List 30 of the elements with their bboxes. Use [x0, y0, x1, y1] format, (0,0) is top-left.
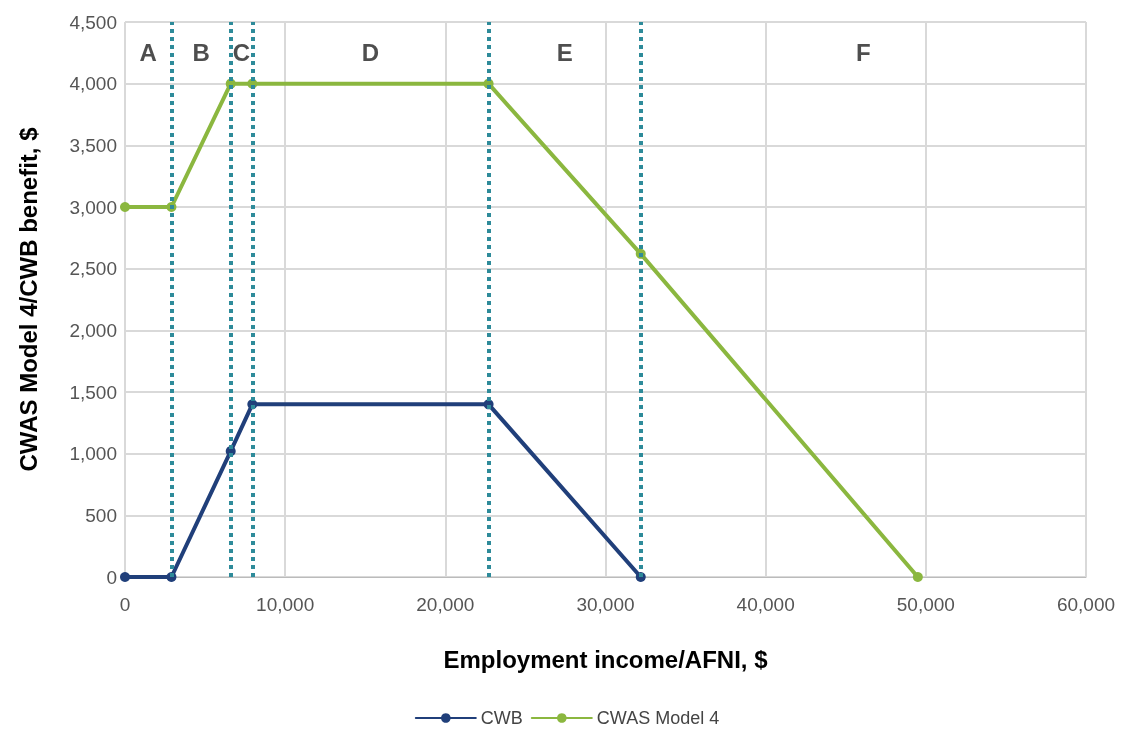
x-tick-label: 30,000 — [576, 594, 635, 615]
point — [120, 572, 130, 582]
x-tick-label: 40,000 — [736, 594, 795, 615]
x-tick-label: 20,000 — [416, 594, 475, 615]
y-tick-label: 3,500 — [69, 134, 117, 156]
annotation: E — [556, 39, 573, 67]
point — [912, 572, 923, 582]
y-tick-label: 2,500 — [69, 258, 117, 280]
y-tick-label: 1,500 — [69, 381, 117, 403]
y-tick-label: 2,000 — [69, 319, 117, 341]
x-tick-label: 0 — [119, 594, 131, 615]
annotation: D — [361, 39, 380, 67]
x-tick-label: 60,000 — [1056, 594, 1116, 615]
y-tick-label: 4,500 — [69, 11, 117, 33]
y-tick-label: 0 — [106, 566, 117, 588]
point — [120, 202, 130, 212]
y-axis-title: CWAS Model 4/CWB benefit, $ — [14, 126, 42, 472]
x-tick-label: 10,000 — [256, 594, 315, 615]
y-tick-label: 500 — [85, 504, 117, 526]
x-axis-title: Employment income/AFNI, $ — [443, 645, 769, 673]
annotation: A — [139, 39, 157, 67]
legend-label: CWAS Model 4 — [596, 708, 720, 728]
y-tick-label: 3,000 — [69, 196, 117, 218]
y-tick-label: 1,000 — [69, 443, 117, 465]
y-tick-label: 4,000 — [69, 73, 117, 95]
legend-label: CWB — [480, 708, 523, 728]
annotation: B — [192, 39, 210, 67]
annotation: F — [856, 39, 871, 67]
x-tick-label: 50,000 — [896, 594, 955, 615]
annotation: C — [232, 39, 251, 67]
